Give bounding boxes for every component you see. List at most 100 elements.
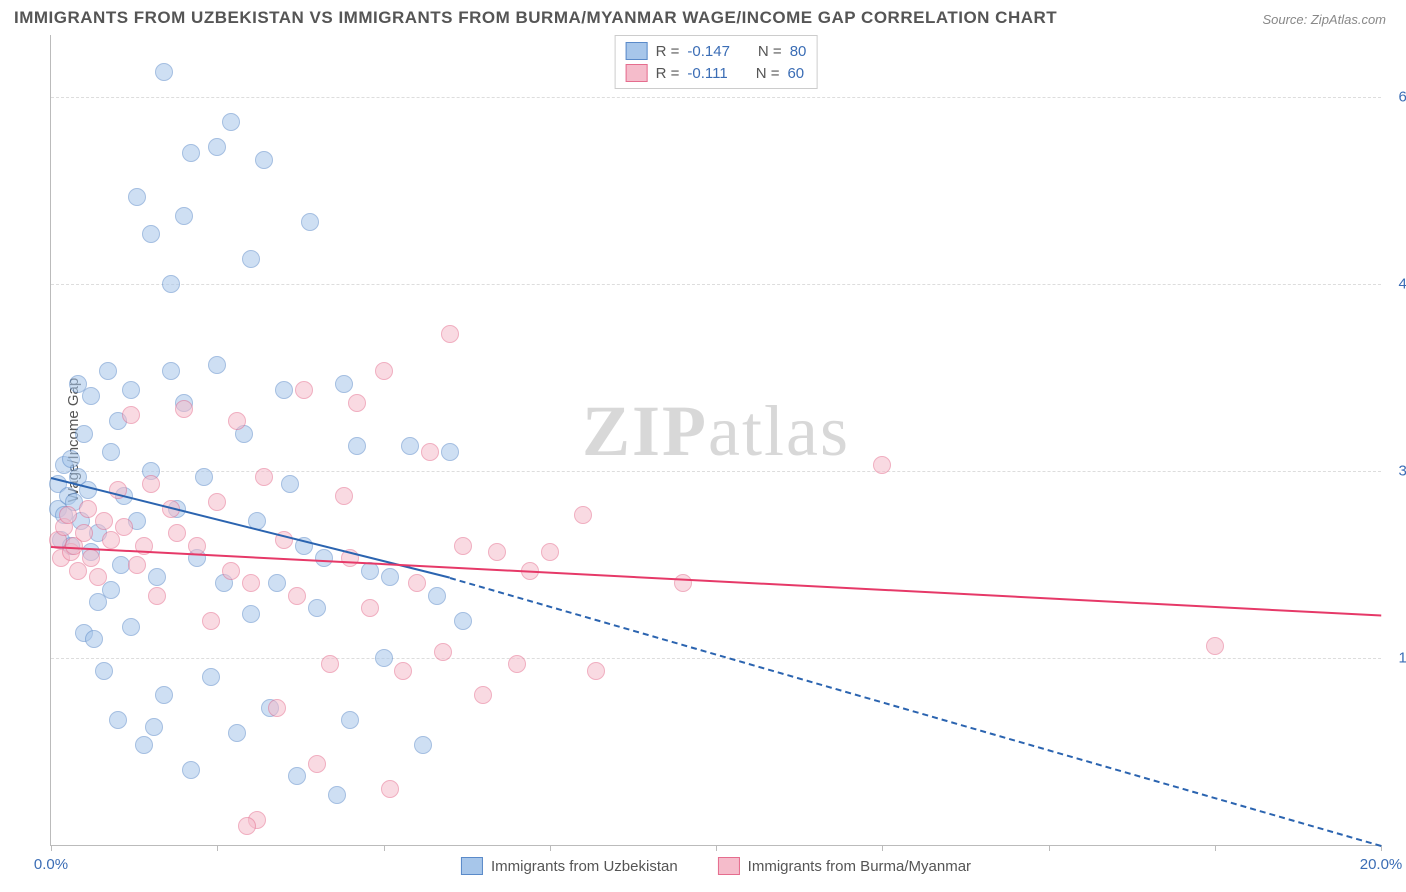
scatter-point-burma [115, 518, 133, 536]
legend-row-uzbekistan: R =-0.147N =80 [626, 40, 807, 62]
x-tick [51, 845, 52, 851]
scatter-point-uzbekistan [348, 437, 366, 455]
x-tick [1215, 845, 1216, 851]
x-tick-label: 0.0% [34, 856, 68, 873]
legend-r-label: R = [656, 43, 680, 60]
series-legend: Immigrants from Uzbekistan Immigrants fro… [461, 857, 971, 875]
scatter-point-uzbekistan [315, 549, 333, 567]
scatter-point-burma [421, 443, 439, 461]
scatter-point-uzbekistan [301, 213, 319, 231]
scatter-point-uzbekistan [328, 786, 346, 804]
series-legend-item-uzbekistan: Immigrants from Uzbekistan [461, 857, 678, 875]
scatter-point-burma [142, 475, 160, 493]
scatter-point-uzbekistan [341, 711, 359, 729]
legend-swatch [461, 857, 483, 875]
scatter-point-uzbekistan [268, 574, 286, 592]
x-tick [1049, 845, 1050, 851]
legend-swatch [626, 42, 648, 60]
scatter-point-uzbekistan [95, 662, 113, 680]
scatter-point-burma [82, 549, 100, 567]
scatter-point-burma [408, 574, 426, 592]
scatter-point-uzbekistan [202, 668, 220, 686]
x-tick [550, 845, 551, 851]
legend-n-value: 80 [790, 43, 807, 60]
gridline [51, 284, 1381, 285]
scatter-point-burma [75, 524, 93, 542]
scatter-point-burma [454, 537, 472, 555]
scatter-point-uzbekistan [222, 113, 240, 131]
scatter-point-uzbekistan [175, 207, 193, 225]
scatter-point-uzbekistan [162, 275, 180, 293]
scatter-point-burma [674, 574, 692, 592]
gridline [51, 658, 1381, 659]
scatter-point-uzbekistan [62, 450, 80, 468]
gridline [51, 97, 1381, 98]
scatter-point-burma [255, 468, 273, 486]
scatter-point-burma [208, 493, 226, 511]
scatter-point-uzbekistan [195, 468, 213, 486]
scatter-point-uzbekistan [288, 767, 306, 785]
scatter-point-burma [79, 500, 97, 518]
scatter-point-burma [202, 612, 220, 630]
scatter-point-uzbekistan [145, 718, 163, 736]
x-tick [217, 845, 218, 851]
scatter-point-uzbekistan [255, 151, 273, 169]
scatter-point-burma [295, 381, 313, 399]
scatter-point-burma [228, 412, 246, 430]
series-legend-label: Immigrants from Uzbekistan [491, 858, 678, 875]
scatter-point-burma [222, 562, 240, 580]
scatter-point-uzbekistan [441, 443, 459, 461]
series-legend-label: Immigrants from Burma/Myanmar [748, 858, 971, 875]
scatter-point-uzbekistan [228, 724, 246, 742]
scatter-point-uzbekistan [82, 387, 100, 405]
series-legend-item-burma: Immigrants from Burma/Myanmar [718, 857, 971, 875]
scatter-point-uzbekistan [242, 250, 260, 268]
scatter-point-burma [321, 655, 339, 673]
scatter-point-burma [441, 325, 459, 343]
legend-n-value: 60 [787, 65, 804, 82]
scatter-point-uzbekistan [375, 649, 393, 667]
legend-swatch [626, 64, 648, 82]
scatter-point-uzbekistan [182, 761, 200, 779]
scatter-point-uzbekistan [109, 711, 127, 729]
source-attribution: Source: ZipAtlas.com [1262, 12, 1386, 27]
legend-r-value: -0.111 [687, 65, 727, 82]
scatter-point-uzbekistan [122, 381, 140, 399]
scatter-point-uzbekistan [75, 425, 93, 443]
scatter-point-uzbekistan [155, 686, 173, 704]
scatter-point-burma [434, 643, 452, 661]
scatter-point-burma [89, 568, 107, 586]
scatter-point-burma [268, 699, 286, 717]
scatter-point-burma [541, 543, 559, 561]
scatter-point-uzbekistan [155, 63, 173, 81]
scatter-point-uzbekistan [122, 618, 140, 636]
scatter-point-uzbekistan [242, 605, 260, 623]
correlation-legend: R =-0.147N =80R =-0.111N =60 [615, 35, 818, 89]
y-tick-label: 30.0% [1398, 463, 1406, 480]
scatter-point-burma [474, 686, 492, 704]
scatter-point-burma [508, 655, 526, 673]
scatter-point-burma [238, 817, 256, 835]
scatter-point-burma [308, 755, 326, 773]
scatter-point-burma [242, 574, 260, 592]
scatter-point-burma [361, 599, 379, 617]
scatter-point-uzbekistan [162, 362, 180, 380]
scatter-point-burma [59, 506, 77, 524]
scatter-point-burma [375, 362, 393, 380]
scatter-point-burma [168, 524, 186, 542]
scatter-point-burma [288, 587, 306, 605]
y-tick-label: 15.0% [1398, 650, 1406, 667]
scatter-point-burma [381, 780, 399, 798]
scatter-point-uzbekistan [281, 475, 299, 493]
scatter-point-uzbekistan [148, 568, 166, 586]
x-tick-label: 20.0% [1360, 856, 1403, 873]
scatter-point-burma [128, 556, 146, 574]
scatter-point-burma [175, 400, 193, 418]
scatter-point-uzbekistan [182, 144, 200, 162]
legend-n-label: N = [758, 43, 782, 60]
scatter-point-uzbekistan [308, 599, 326, 617]
scatter-point-uzbekistan [428, 587, 446, 605]
scatter-point-burma [348, 394, 366, 412]
scatter-point-burma [873, 456, 891, 474]
trend-line-extrapolated [450, 577, 1382, 847]
